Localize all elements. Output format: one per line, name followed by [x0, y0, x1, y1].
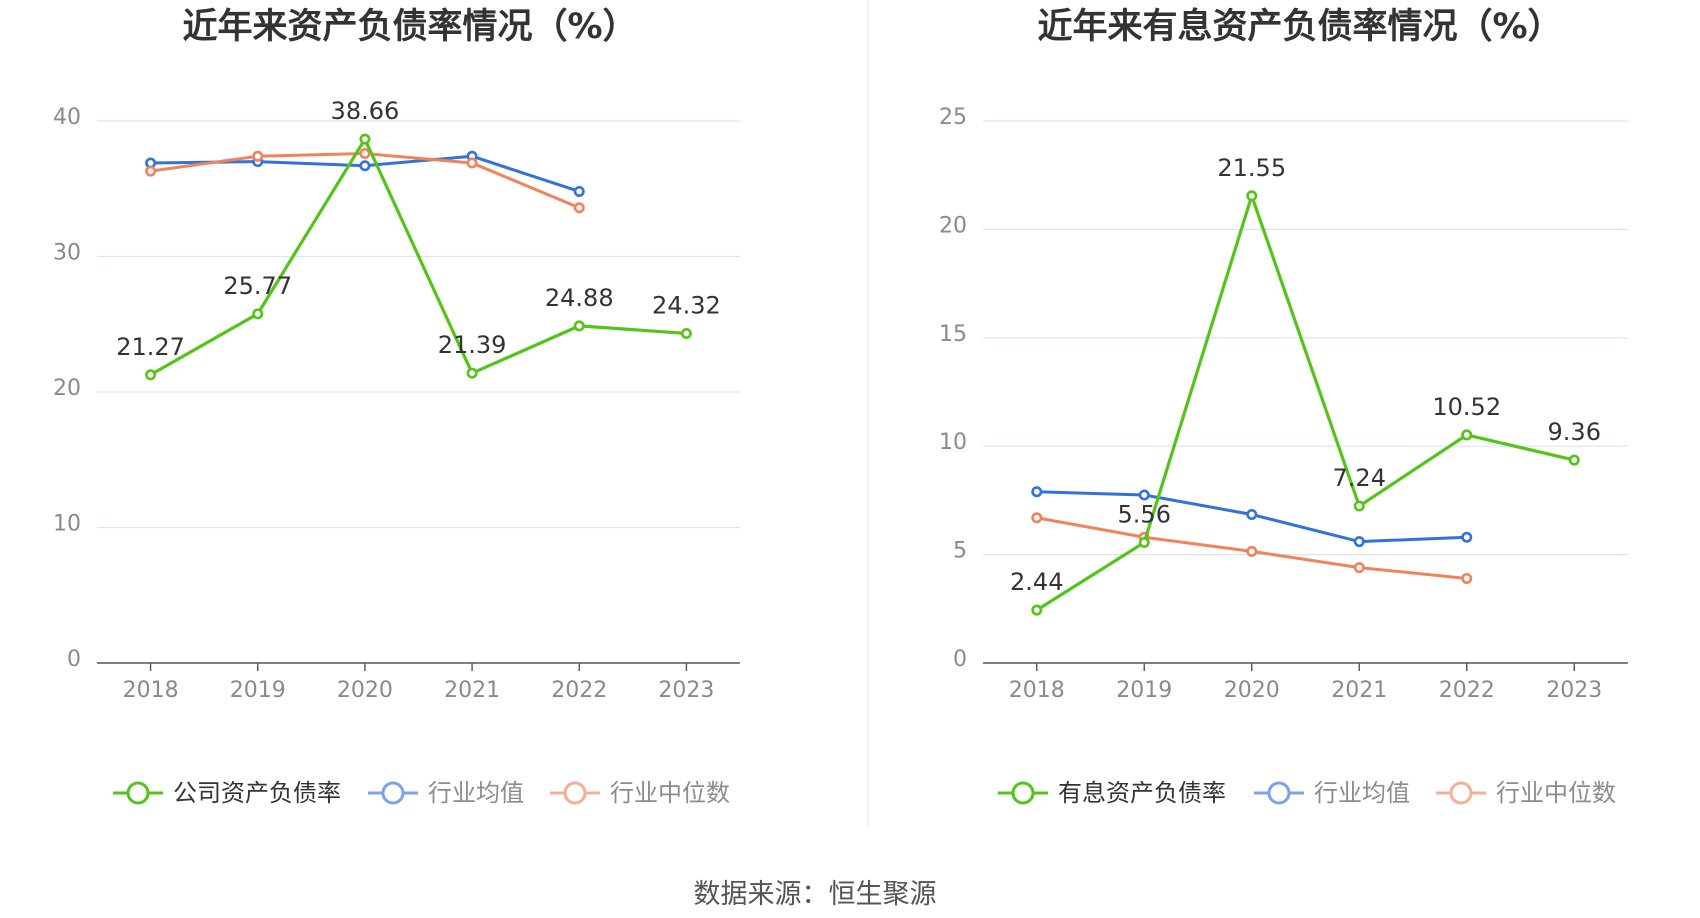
data-source: 数据来源：恒生聚源 — [694, 879, 937, 910]
data-label: 24.32 — [652, 291, 721, 319]
data-point[interactable] — [466, 367, 478, 379]
data-point[interactable] — [1353, 562, 1365, 574]
data-point[interactable] — [145, 165, 157, 177]
data-point[interactable] — [1461, 429, 1473, 441]
series-line — [1035, 194, 1575, 612]
y-tick-label: 0 — [953, 647, 967, 672]
y-tick-label: 15 — [939, 322, 967, 347]
data-point[interactable] — [466, 157, 478, 169]
debt-ratio-chart: 近年来资产负债率情况（%） 0 10 20 30 40 2018 2019 2020 2021 20… — [53, 7, 740, 807]
data-label: 7.24 — [1333, 464, 1386, 492]
x-tick-label: 2019 — [230, 678, 286, 703]
data-point[interactable] — [680, 327, 692, 339]
y-tick-label: 20 — [939, 213, 967, 238]
data-point[interactable] — [1031, 512, 1043, 524]
data-label: 25.77 — [223, 272, 292, 300]
x-tick-label: 2018 — [123, 678, 179, 703]
legend-marker — [1449, 781, 1473, 805]
x-tick-label: 2023 — [658, 678, 714, 703]
data-point[interactable] — [1246, 190, 1258, 202]
legend-label: 公司资产负债率 — [173, 779, 341, 807]
chart-title: 近年来资产负债率情况（%） — [182, 7, 637, 47]
x-tick-label: 2022 — [551, 678, 607, 703]
series-line — [149, 137, 687, 377]
data-point[interactable] — [573, 320, 585, 332]
data-point[interactable] — [1031, 604, 1043, 616]
data-label: 21.55 — [1217, 154, 1286, 182]
data-point[interactable] — [359, 133, 371, 145]
legend-label: 行业中位数 — [610, 779, 730, 807]
x-tick-label: 2023 — [1546, 678, 1602, 703]
x-tick-label: 2021 — [1331, 678, 1387, 703]
legend-item[interactable]: 有息资产负债率 — [998, 779, 1226, 807]
y-tick-label: 10 — [53, 512, 81, 537]
data-point[interactable] — [1353, 536, 1365, 548]
x-tick-label: 2020 — [337, 678, 393, 703]
legend-label: 有息资产负债率 — [1058, 779, 1226, 807]
legend-marker — [381, 781, 405, 805]
data-label: 21.39 — [438, 331, 507, 359]
y-tick-label: 25 — [939, 105, 967, 130]
legend-label: 行业均值 — [428, 779, 524, 807]
data-point[interactable] — [1568, 454, 1580, 466]
data-label: 9.36 — [1548, 418, 1601, 446]
chart-title: 近年来有息资产负债率情况（%） — [1037, 6, 1562, 47]
data-point[interactable] — [1138, 536, 1150, 548]
legend-item[interactable]: 行业均值 — [1254, 779, 1410, 807]
data-point[interactable] — [252, 308, 264, 320]
data-label: 38.66 — [331, 97, 400, 125]
data-point[interactable] — [145, 369, 157, 381]
data-label: 2.44 — [1010, 568, 1063, 596]
legend-marker — [1267, 781, 1291, 805]
data-point[interactable] — [1461, 572, 1473, 584]
x-tick-label: 2018 — [1009, 678, 1065, 703]
data-point[interactable] — [252, 150, 264, 162]
data-point[interactable] — [573, 185, 585, 197]
y-tick-label: 20 — [53, 376, 81, 401]
legend-item[interactable]: 行业均值 — [368, 779, 524, 807]
interest-debt-ratio-chart: 近年来有息资产负债率情况（%） 0 5 10 15 20 25 2018 2019 2020 202… — [939, 6, 1628, 807]
x-tick-label: 2019 — [1116, 678, 1172, 703]
data-label: 5.56 — [1118, 500, 1171, 528]
legend-label: 行业中位数 — [1496, 779, 1616, 807]
x-tick-label: 2021 — [444, 678, 500, 703]
y-tick-label: 10 — [939, 430, 967, 455]
legend-item[interactable]: 行业中位数 — [550, 779, 730, 807]
data-point[interactable] — [1031, 486, 1043, 498]
x-tick-label: 2022 — [1439, 678, 1495, 703]
data-point[interactable] — [359, 148, 371, 160]
data-point[interactable] — [573, 202, 585, 214]
data-label: 10.52 — [1432, 393, 1501, 421]
legend-marker — [1011, 781, 1035, 805]
data-point[interactable] — [1246, 545, 1258, 557]
data-point[interactable] — [1353, 500, 1365, 512]
legend-item[interactable]: 行业中位数 — [1436, 779, 1616, 807]
data-label: 21.27 — [116, 333, 185, 361]
data-point[interactable] — [359, 160, 371, 172]
data-point[interactable] — [1246, 508, 1258, 520]
data-label: 24.88 — [545, 284, 614, 312]
y-tick-label: 0 — [67, 647, 81, 672]
y-tick-label: 5 — [953, 539, 967, 564]
y-tick-label: 30 — [53, 241, 81, 266]
legend-marker — [126, 781, 150, 805]
legend-marker — [563, 781, 587, 805]
legend-label: 行业均值 — [1314, 779, 1410, 807]
legend-item[interactable]: 公司资产负债率 — [113, 779, 341, 807]
y-tick-label: 40 — [53, 105, 81, 130]
data-point[interactable] — [1138, 489, 1150, 501]
x-tick-label: 2020 — [1224, 678, 1280, 703]
data-point[interactable] — [1461, 531, 1473, 543]
